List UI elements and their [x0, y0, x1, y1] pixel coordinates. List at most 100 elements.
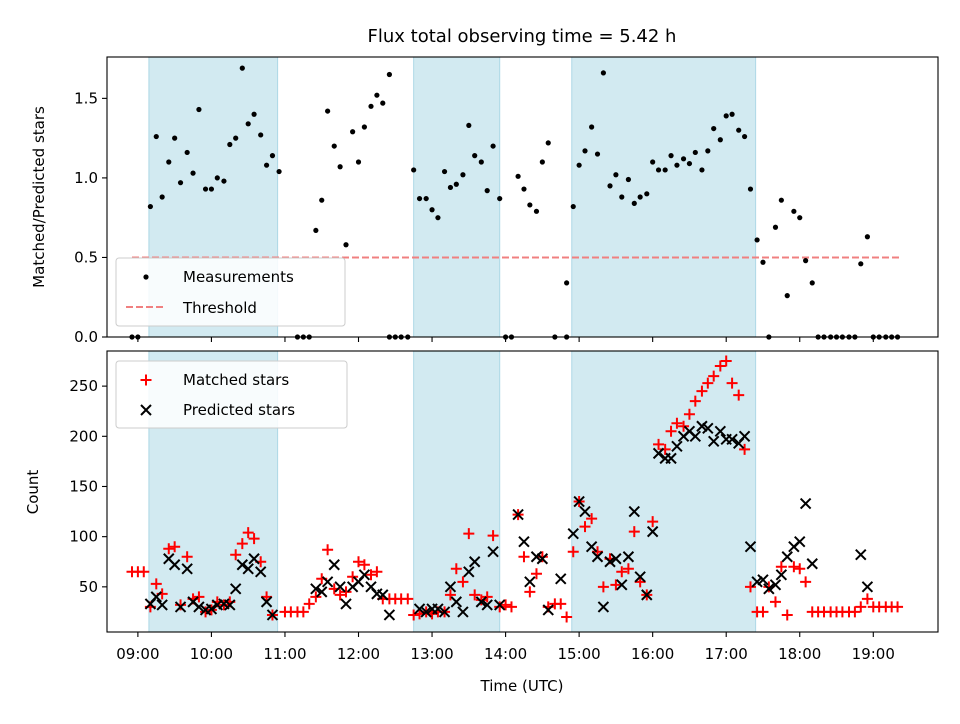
measurement-points [129, 65, 901, 340]
matched-point [408, 609, 420, 621]
measurement-point [582, 148, 588, 154]
predicted-point [542, 604, 554, 616]
predicted-point [242, 563, 254, 575]
measurement-point [625, 176, 631, 183]
measurement-point [416, 195, 423, 202]
measurement-point [472, 153, 478, 159]
matched-point [358, 559, 370, 571]
measurement-point [736, 127, 742, 133]
predicted-point [665, 452, 677, 465]
measurement-point [337, 164, 343, 170]
predicted-point [622, 551, 635, 563]
legend-label: Predicted stars [183, 401, 295, 419]
matched-point [340, 586, 352, 598]
x-axis-label: Time (UTC) [480, 677, 564, 695]
legend-predicted-marker [140, 404, 152, 416]
observing-window [571, 56, 757, 338]
predicted-point [781, 551, 793, 563]
measurement-point [466, 122, 472, 129]
predicted-point [248, 553, 260, 565]
measurement-point [809, 280, 815, 286]
matched-point [671, 417, 683, 429]
predicted-point [726, 433, 738, 446]
legend-label: Threshold [182, 299, 257, 317]
matched-point [757, 606, 769, 618]
measurement-point [478, 159, 484, 165]
measurement-point [361, 124, 367, 130]
y-ticks-top: 0.0 0.5 1.0 1.5 [74, 89, 107, 346]
matched-point [892, 601, 904, 613]
predicted-point [224, 599, 236, 611]
predicted-point [463, 566, 475, 578]
measurement-point [355, 159, 362, 165]
measurement-point [177, 180, 184, 186]
measurement-point [368, 103, 374, 109]
predicted-point [555, 573, 567, 585]
bottom-y-axis-label: Count [24, 470, 42, 515]
measurement-point [662, 167, 668, 173]
predicted-point [652, 447, 665, 460]
matched-point [242, 527, 254, 539]
measurement-point [239, 65, 245, 71]
measurement-point [680, 156, 687, 162]
predicted-point [641, 589, 653, 601]
predicted-point [174, 601, 187, 613]
predicted-point [334, 581, 346, 593]
measurement-point [741, 133, 748, 140]
matched-point [518, 551, 530, 563]
predicted-point [775, 569, 788, 581]
x-tick-label: 13:00 [410, 645, 453, 663]
measurement-point [589, 124, 595, 130]
measurement-point [699, 167, 705, 173]
legend-measurement-marker [143, 274, 149, 280]
predicted-point [321, 576, 334, 588]
matched-point [647, 516, 659, 528]
matched-point [150, 578, 162, 590]
measurement-point [202, 186, 209, 192]
matched-point [487, 530, 499, 542]
measurement-point [166, 159, 172, 165]
top-legend: Measurements Threshold [115, 257, 346, 327]
matched-point [248, 533, 260, 545]
predicted-point [450, 596, 463, 608]
measurement-point [447, 184, 454, 191]
measurement-point [423, 195, 429, 202]
predicted-point [358, 569, 371, 581]
matched-point [708, 370, 720, 382]
matched-point [683, 408, 695, 420]
measurement-point [269, 153, 276, 159]
measurement-point [245, 121, 251, 127]
measurement-point [325, 108, 331, 114]
measurement-point [564, 280, 570, 286]
predicted-point [597, 601, 610, 613]
count-points [126, 355, 904, 623]
predicted-point [156, 599, 168, 611]
matched-point [297, 606, 309, 618]
measurement-point [453, 181, 459, 187]
measurement-point [778, 197, 784, 203]
predicted-point [150, 591, 162, 603]
measurement-point [674, 162, 680, 168]
measurement-point [797, 215, 803, 221]
predicted-point [591, 551, 604, 563]
predicted-point [181, 563, 193, 575]
measurement-point [729, 111, 735, 117]
legend-box [115, 257, 346, 327]
predicted-point [236, 559, 249, 571]
matched-point [444, 589, 456, 601]
predicted-point [671, 440, 683, 453]
x-tick-label: 15:00 [558, 645, 601, 663]
matched-point [788, 561, 800, 573]
matched-point [628, 526, 640, 538]
legend-label: Measurements [183, 268, 294, 286]
measurement-point [251, 111, 257, 117]
matched-point [475, 594, 487, 606]
ratio-panel: 0.0 0.5 1.0 1.5 Matched/Predicted stars Mea… [30, 56, 939, 346]
predicted-point [518, 535, 530, 548]
matched-point [744, 581, 756, 593]
matched-point [781, 609, 793, 621]
measurement-point [650, 159, 656, 165]
measurement-point [153, 133, 159, 140]
x-tick-label: 11:00 [263, 645, 306, 663]
measurement-point [258, 132, 264, 138]
